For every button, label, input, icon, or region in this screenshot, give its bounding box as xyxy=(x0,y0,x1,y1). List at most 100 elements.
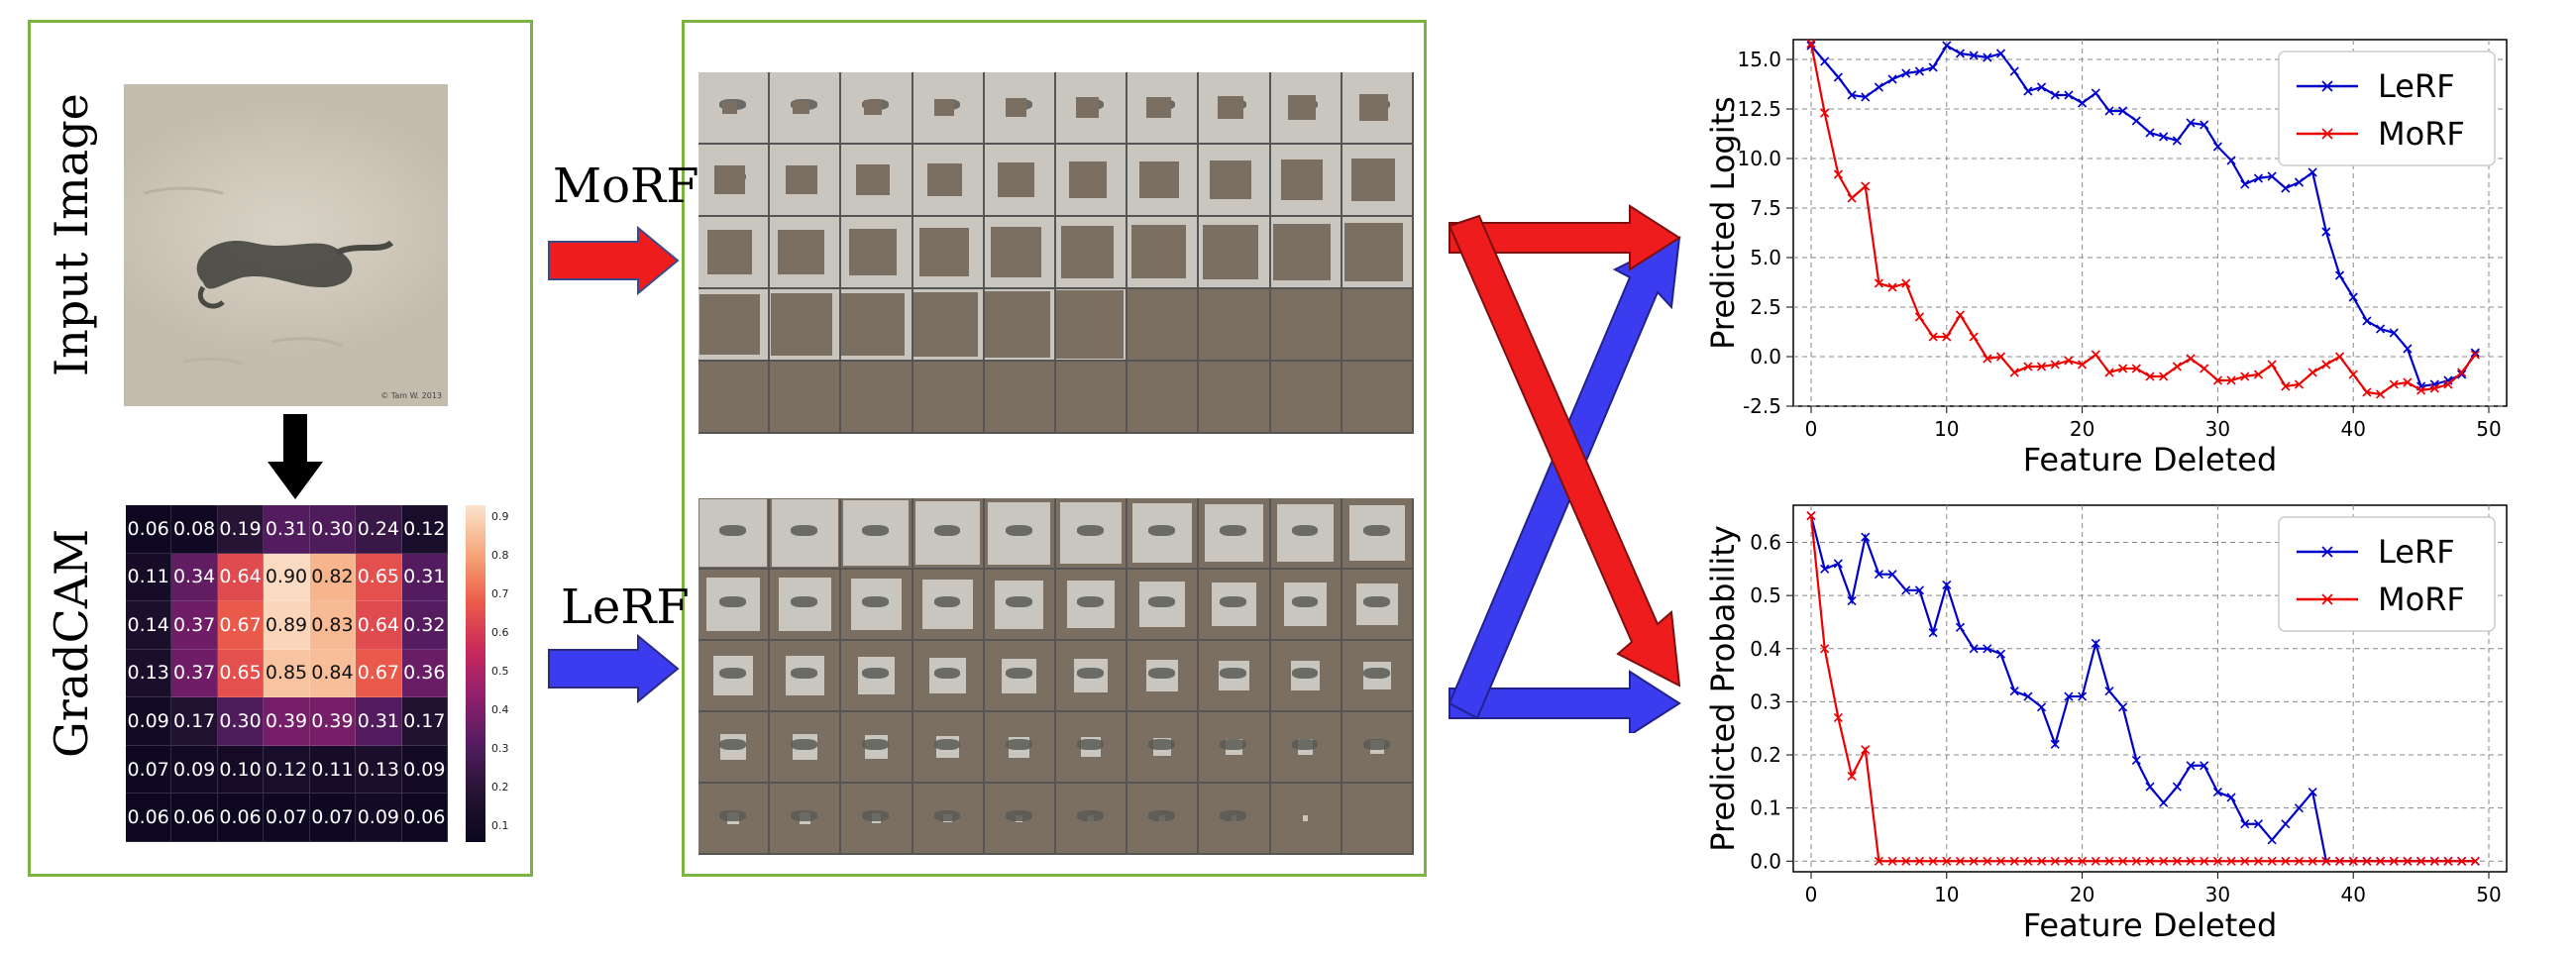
data-point-lerf xyxy=(1901,68,1911,78)
data-point-lerf xyxy=(2240,179,2250,189)
data-point-morf xyxy=(1874,856,1883,866)
deletion-step-tile xyxy=(1270,641,1342,712)
deletion-step-tile xyxy=(912,784,985,855)
heatmap-cell: 0.30 xyxy=(217,697,265,746)
y-tick-label: 0.1 xyxy=(1750,796,1781,820)
deletion-step-tile xyxy=(1270,784,1342,855)
data-point-lerf xyxy=(2212,142,2222,152)
data-point-morf xyxy=(1969,856,1979,866)
data-point-morf xyxy=(1983,354,1992,364)
x-axis-label: Feature Deleted xyxy=(2023,906,2278,944)
heatmap-cell: 0.12 xyxy=(264,745,310,794)
deletion-step-tile xyxy=(984,72,1056,145)
data-point-morf xyxy=(2078,360,2088,370)
data-point-morf xyxy=(2050,360,2060,370)
data-point-morf xyxy=(2308,856,2317,866)
deletion-step-tile xyxy=(1342,784,1414,855)
data-point-morf xyxy=(2226,856,2236,866)
data-point-lerf xyxy=(2023,691,2033,701)
data-point-lerf xyxy=(2036,702,2047,712)
deletion-step-tile xyxy=(1127,217,1200,289)
data-point-lerf xyxy=(2159,132,2169,142)
deletion-step-tile xyxy=(912,362,985,434)
heatmap-cell: 0.17 xyxy=(171,697,218,746)
data-point-lerf xyxy=(2321,227,2331,237)
heatmap-cell: 0.64 xyxy=(217,553,265,602)
data-point-morf xyxy=(2118,364,2128,373)
data-point-lerf xyxy=(2064,90,2074,100)
data-point-lerf xyxy=(1983,644,1992,654)
data-point-morf xyxy=(2416,385,2426,395)
data-point-lerf xyxy=(2200,761,2209,771)
deletion-step-tile xyxy=(698,570,771,641)
deletion-step-tile xyxy=(1270,72,1342,145)
deletion-step-tile xyxy=(1055,641,1128,712)
heatmap-cell: 0.06 xyxy=(401,794,448,842)
data-point-morf xyxy=(2321,856,2331,866)
deletion-step-tile xyxy=(1127,289,1200,362)
y-axis-label: Predicted Probability xyxy=(1704,525,1742,852)
legend-label: LeRF xyxy=(2378,67,2455,105)
deletion-step-tile xyxy=(841,570,913,641)
data-point-lerf xyxy=(1820,564,1830,574)
heatmap-cell: 0.37 xyxy=(171,649,218,698)
data-point-lerf xyxy=(2267,835,2277,845)
series-line-lerf xyxy=(1810,44,2477,388)
deletion-step-tile xyxy=(1199,712,1271,784)
heatmap-cell: 0.06 xyxy=(217,794,265,842)
deletion-step-tile xyxy=(1055,498,1128,570)
colorbar-tick-label: 0.4 xyxy=(491,703,509,717)
heatmap-cell: 0.89 xyxy=(264,601,310,650)
data-point-lerf xyxy=(1820,56,1830,66)
data-point-morf xyxy=(1806,511,1816,521)
data-point-lerf xyxy=(2281,819,2291,829)
deletion-step-tile xyxy=(698,217,771,289)
photo-watermark: © Tam W. 2013 xyxy=(380,391,442,400)
deletion-step-tile xyxy=(841,217,913,289)
deletion-step-tile xyxy=(1270,498,1342,570)
blue-horizontal-arrow-icon xyxy=(1449,670,1681,733)
deletion-step-tile xyxy=(1055,217,1128,289)
deletion-step-tile xyxy=(698,362,771,434)
deletion-step-tile xyxy=(912,217,985,289)
morf-arrow-icon xyxy=(548,226,680,295)
data-point-morf xyxy=(1887,282,1897,292)
data-point-lerf xyxy=(2131,755,2141,765)
data-point-morf xyxy=(1833,712,1843,723)
deletion-step-tile xyxy=(1270,217,1342,289)
data-point-lerf xyxy=(1901,585,1911,595)
data-point-morf xyxy=(2348,856,2358,866)
deletion-step-tile xyxy=(698,289,771,362)
deletion-step-tile xyxy=(1199,145,1271,217)
deletion-step-tile xyxy=(841,784,913,855)
heatmap-cell: 0.30 xyxy=(309,505,357,554)
data-point-lerf xyxy=(2172,136,2182,146)
data-point-morf xyxy=(2145,371,2155,381)
heatmap-cell: 0.67 xyxy=(356,649,402,698)
input-photo: © Tam W. 2013 xyxy=(124,84,448,406)
heatmap-cell: 0.85 xyxy=(264,649,310,698)
data-point-morf xyxy=(2159,856,2169,866)
deletion-step-tile xyxy=(984,712,1056,784)
data-point-morf xyxy=(2200,364,2209,373)
deletion-step-tile xyxy=(841,362,913,434)
deletion-step-tile xyxy=(770,362,842,434)
data-point-lerf xyxy=(2362,316,2372,326)
data-point-morf xyxy=(2240,856,2250,866)
deletion-step-tile xyxy=(1055,145,1128,217)
data-point-lerf xyxy=(2294,803,2305,813)
data-point-morf xyxy=(1995,856,2006,866)
data-point-lerf xyxy=(1969,51,1979,60)
heatmap-cell: 0.67 xyxy=(217,601,265,650)
legend-marker xyxy=(2321,593,2333,605)
deletion-step-tile xyxy=(1127,498,1200,570)
heatmap-cell: 0.06 xyxy=(126,505,172,554)
data-point-morf xyxy=(1901,856,1911,866)
heatmap-cell: 0.37 xyxy=(171,601,218,650)
deletion-step-tile xyxy=(984,289,1056,362)
deletion-step-tile xyxy=(1342,289,1414,362)
data-point-lerf xyxy=(2294,177,2305,187)
deletion-step-tile xyxy=(912,498,985,570)
data-point-morf xyxy=(2294,856,2305,866)
data-point-morf xyxy=(2429,856,2439,866)
